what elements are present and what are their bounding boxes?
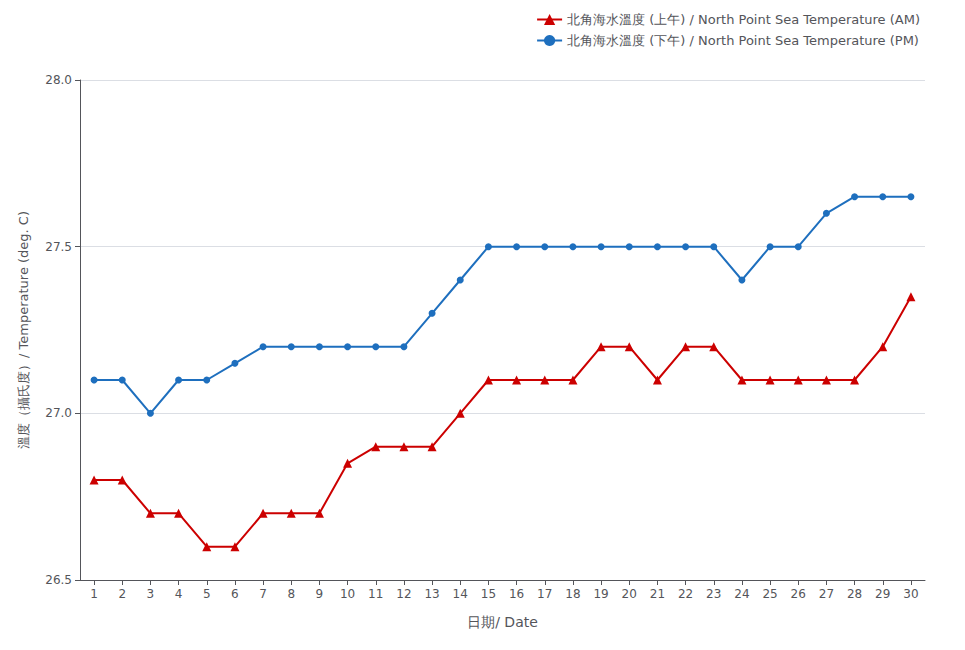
svg-text:30: 30 (903, 587, 918, 601)
svg-text:24: 24 (734, 587, 749, 601)
svg-text:18: 18 (565, 587, 580, 601)
svg-text:19: 19 (593, 587, 608, 601)
svg-text:27: 27 (819, 587, 834, 601)
svg-text:6: 6 (231, 587, 239, 601)
svg-text:北角海水溫度 (上午) / North Point Sea: 北角海水溫度 (上午) / North Point Sea Temperatur… (567, 12, 920, 27)
svg-text:11: 11 (368, 587, 383, 601)
svg-text:4: 4 (175, 587, 183, 601)
svg-text:1: 1 (90, 587, 98, 601)
svg-text:26: 26 (791, 587, 806, 601)
svg-text:28.0: 28.0 (45, 73, 72, 87)
svg-text:27.5: 27.5 (45, 240, 72, 254)
svg-text:23: 23 (706, 587, 721, 601)
svg-text:16: 16 (509, 587, 524, 601)
svg-text:5: 5 (203, 587, 211, 601)
svg-text:27.0: 27.0 (45, 406, 72, 420)
svg-text:21: 21 (650, 587, 665, 601)
svg-text:25: 25 (762, 587, 777, 601)
svg-text:26.5: 26.5 (45, 573, 72, 587)
svg-text:22: 22 (678, 587, 693, 601)
svg-text:10: 10 (340, 587, 355, 601)
svg-text:8: 8 (287, 587, 295, 601)
svg-text:北角海水溫度 (下午) / North Point Sea: 北角海水溫度 (下午) / North Point Sea Temperatur… (567, 33, 919, 48)
svg-text:14: 14 (453, 587, 468, 601)
svg-text:20: 20 (622, 587, 637, 601)
svg-text:13: 13 (424, 587, 439, 601)
svg-text:7: 7 (259, 587, 267, 601)
svg-text:3: 3 (147, 587, 155, 601)
svg-text:15: 15 (481, 587, 496, 601)
svg-text:2: 2 (118, 587, 126, 601)
svg-text:溫度（攝氏度）/ Temperature (deg. C): 溫度（攝氏度）/ Temperature (deg. C) (16, 211, 31, 449)
svg-text:28: 28 (847, 587, 862, 601)
svg-text:12: 12 (396, 587, 411, 601)
svg-text:17: 17 (537, 587, 552, 601)
svg-text:29: 29 (875, 587, 890, 601)
svg-text:9: 9 (316, 587, 324, 601)
svg-text:日期/ Date: 日期/ Date (467, 614, 538, 630)
